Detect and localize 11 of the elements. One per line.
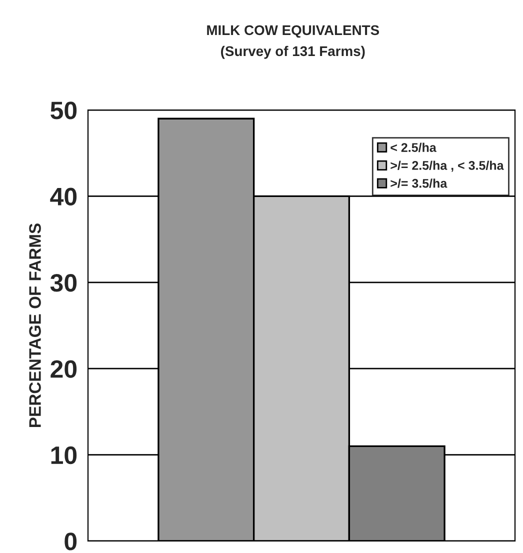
legend-label: < 2.5/ha: [390, 142, 436, 152]
y-tick-label: 30: [50, 274, 77, 292]
chart-title: MILK COW EQUIVALENTS (Survey of 131 Farms): [207, 25, 380, 59]
y-tick-label: 10: [51, 446, 77, 464]
legend-label: >/= 3.5/ha: [390, 178, 448, 188]
y-tick-label: 20: [50, 360, 77, 378]
y-tick-label: 40: [50, 188, 77, 206]
y-axis-title: PERCENTAGE OF FARMS: [29, 224, 41, 428]
legend-label: >/= 2.5/ha , < 3.5/ha: [390, 160, 504, 172]
y-tick-label: 0: [64, 532, 77, 550]
y-tick-label: 50: [50, 102, 77, 120]
